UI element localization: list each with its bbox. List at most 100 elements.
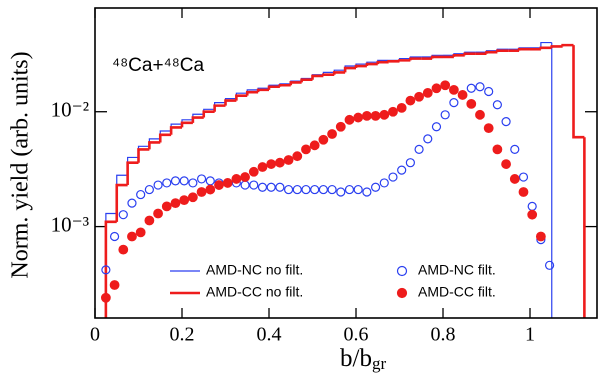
data-point [396,102,407,113]
data-point [266,182,276,192]
histogram-bin [387,59,400,63]
data-point [266,159,277,169]
data-point [118,244,129,255]
data-point [309,140,320,151]
histogram-bin [517,47,531,51]
data-point [240,180,250,190]
data-point [205,176,215,186]
data-point [361,110,372,121]
data-point [544,260,555,270]
histogram-bin [104,220,117,318]
data-point [370,110,381,121]
histogram-bin [180,121,193,128]
histogram-bin [235,94,248,101]
histogram-bin [452,53,465,57]
x-tick-label: 0 [90,324,100,346]
x-tick-label: 0.4 [257,324,282,346]
data-point [414,91,424,102]
data-point [292,184,302,195]
histogram-bin [127,156,139,176]
data-point [440,80,451,91]
histogram-bin [550,45,563,48]
data-point [136,189,146,200]
data-point [179,195,190,206]
histogram-bin [245,90,259,96]
data-point [527,209,538,220]
histogram-bin [365,62,378,67]
data-point [161,201,172,212]
y-axis-label: Norm. yield (arb. units) [8,51,34,278]
histogram-bin [409,57,422,61]
x-axis-label-sub: gr [372,354,387,373]
data-point [301,144,311,155]
data-point [170,176,181,186]
data-point [188,178,198,188]
data-point [275,182,285,192]
data-point [205,184,216,195]
data-point [501,117,511,127]
data-point [214,180,224,190]
data-point [379,178,389,188]
data-point [475,82,485,92]
data-point [335,121,346,132]
histogram-bin [332,71,346,75]
data-point [162,178,172,188]
data-point [170,198,181,209]
data-point [466,83,476,93]
data-point [405,158,415,168]
data-point [127,198,137,208]
x-tick-label: 0.6 [344,324,369,346]
data-point [414,144,424,154]
histogram-bin [540,41,552,48]
data-point [509,174,520,184]
histogram-bin [278,83,291,87]
data-point [518,172,529,182]
data-point [484,86,494,97]
histogram-bin [322,73,335,77]
histogram-bin [430,55,444,59]
data-point [388,106,398,117]
histogram-bin [311,74,324,80]
data-point [466,98,477,109]
data-point [283,155,294,165]
data-point [248,166,259,177]
data-point [440,110,450,120]
data-point [196,174,207,184]
histogram-bin [354,64,367,69]
data-point [283,184,294,195]
data-point [231,174,242,184]
data-point [431,122,442,132]
data-point [109,280,120,290]
data-point [118,210,128,220]
data-point [179,176,189,186]
data-point [144,215,155,226]
data-point [257,162,268,172]
data-point [327,129,337,139]
data-point [492,100,502,110]
data-point [388,172,398,182]
histogram-bin [343,66,357,73]
histogram-bin [137,145,150,158]
data-point [196,187,207,197]
data-point [353,112,364,123]
data-point [344,114,355,125]
histogram-bin [116,174,128,214]
histogram-bin [202,110,215,118]
data-point [501,159,511,169]
legend-label: AMD-CC filt. [418,284,496,300]
data-point [535,231,546,242]
histogram-bin [158,133,172,143]
data-point [109,231,120,242]
data-point [379,109,390,120]
histogram-bin [224,99,237,106]
histogram-bin [485,50,498,54]
x-tick-label: 1 [525,324,535,346]
y-tick-label: 10⁻³ [51,212,89,236]
data-point [127,231,137,242]
data-point [370,182,381,192]
data-point [423,134,433,144]
data-point [448,84,459,95]
histogram-bin [148,141,161,150]
data-point [100,292,111,303]
